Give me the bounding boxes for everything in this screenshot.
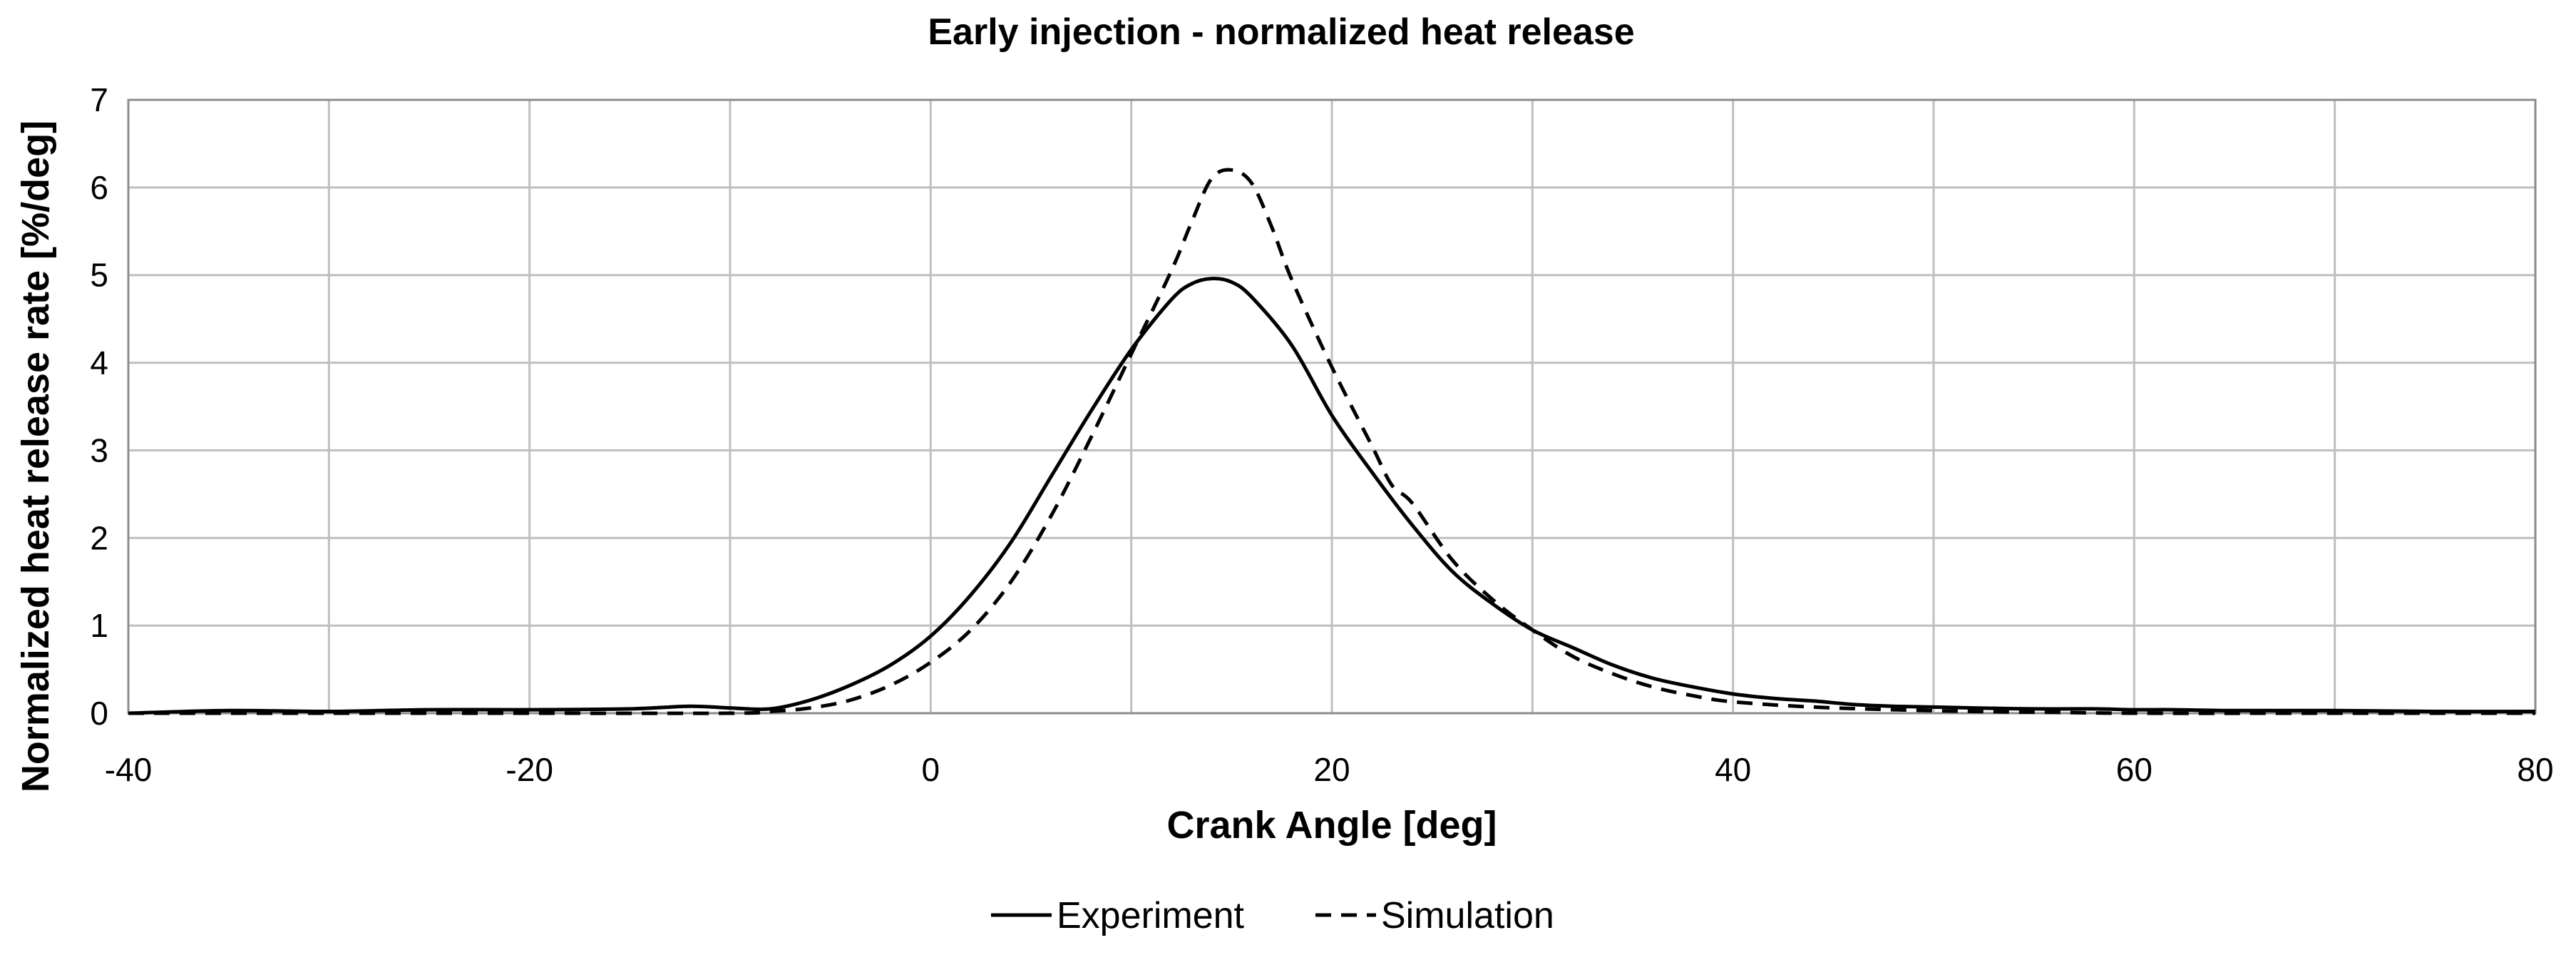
plot-frame [127,98,2537,715]
y-tick-label: 6 [90,169,108,206]
chart-title: Early injection - normalized heat releas… [928,11,1634,53]
series-line-experiment [128,277,2536,715]
legend-label-simulation: Simulation [1381,895,1554,936]
x-tick-label: 80 [2517,751,2553,788]
x-tick-label: 60 [2116,751,2152,788]
y-tick-label: 5 [90,257,108,294]
x-axis-title: Crank Angle [deg] [1166,804,1497,847]
series-line-simulation [128,168,2535,715]
x-tick-label: 20 [1313,751,1350,788]
y-tick-label: 1 [90,607,108,644]
legend-label-experiment: Experiment [1057,895,1245,936]
x-tick-label: -20 [506,751,553,788]
y-tick-label: 3 [90,431,108,469]
x-tick-label: 40 [1715,751,1751,788]
x-tick-labels: -40 -20 0 20 40 60 80 [105,751,2554,788]
y-tick-label: 7 [90,81,108,118]
grid-lines [127,98,2537,715]
x-tick-label: 0 [922,751,940,788]
series-lines [128,168,2536,715]
x-tick-label: -40 [105,751,152,788]
y-tick-label: 4 [90,344,108,382]
y-tick-label: 2 [90,519,108,556]
legend: Experiment Simulation [991,895,1554,936]
y-axis-title: Normalized heat release rate [%/deg] [14,121,57,792]
y-tick-label: 0 [90,695,108,732]
y-tick-labels: 0 1 2 3 4 5 6 7 [90,81,108,732]
